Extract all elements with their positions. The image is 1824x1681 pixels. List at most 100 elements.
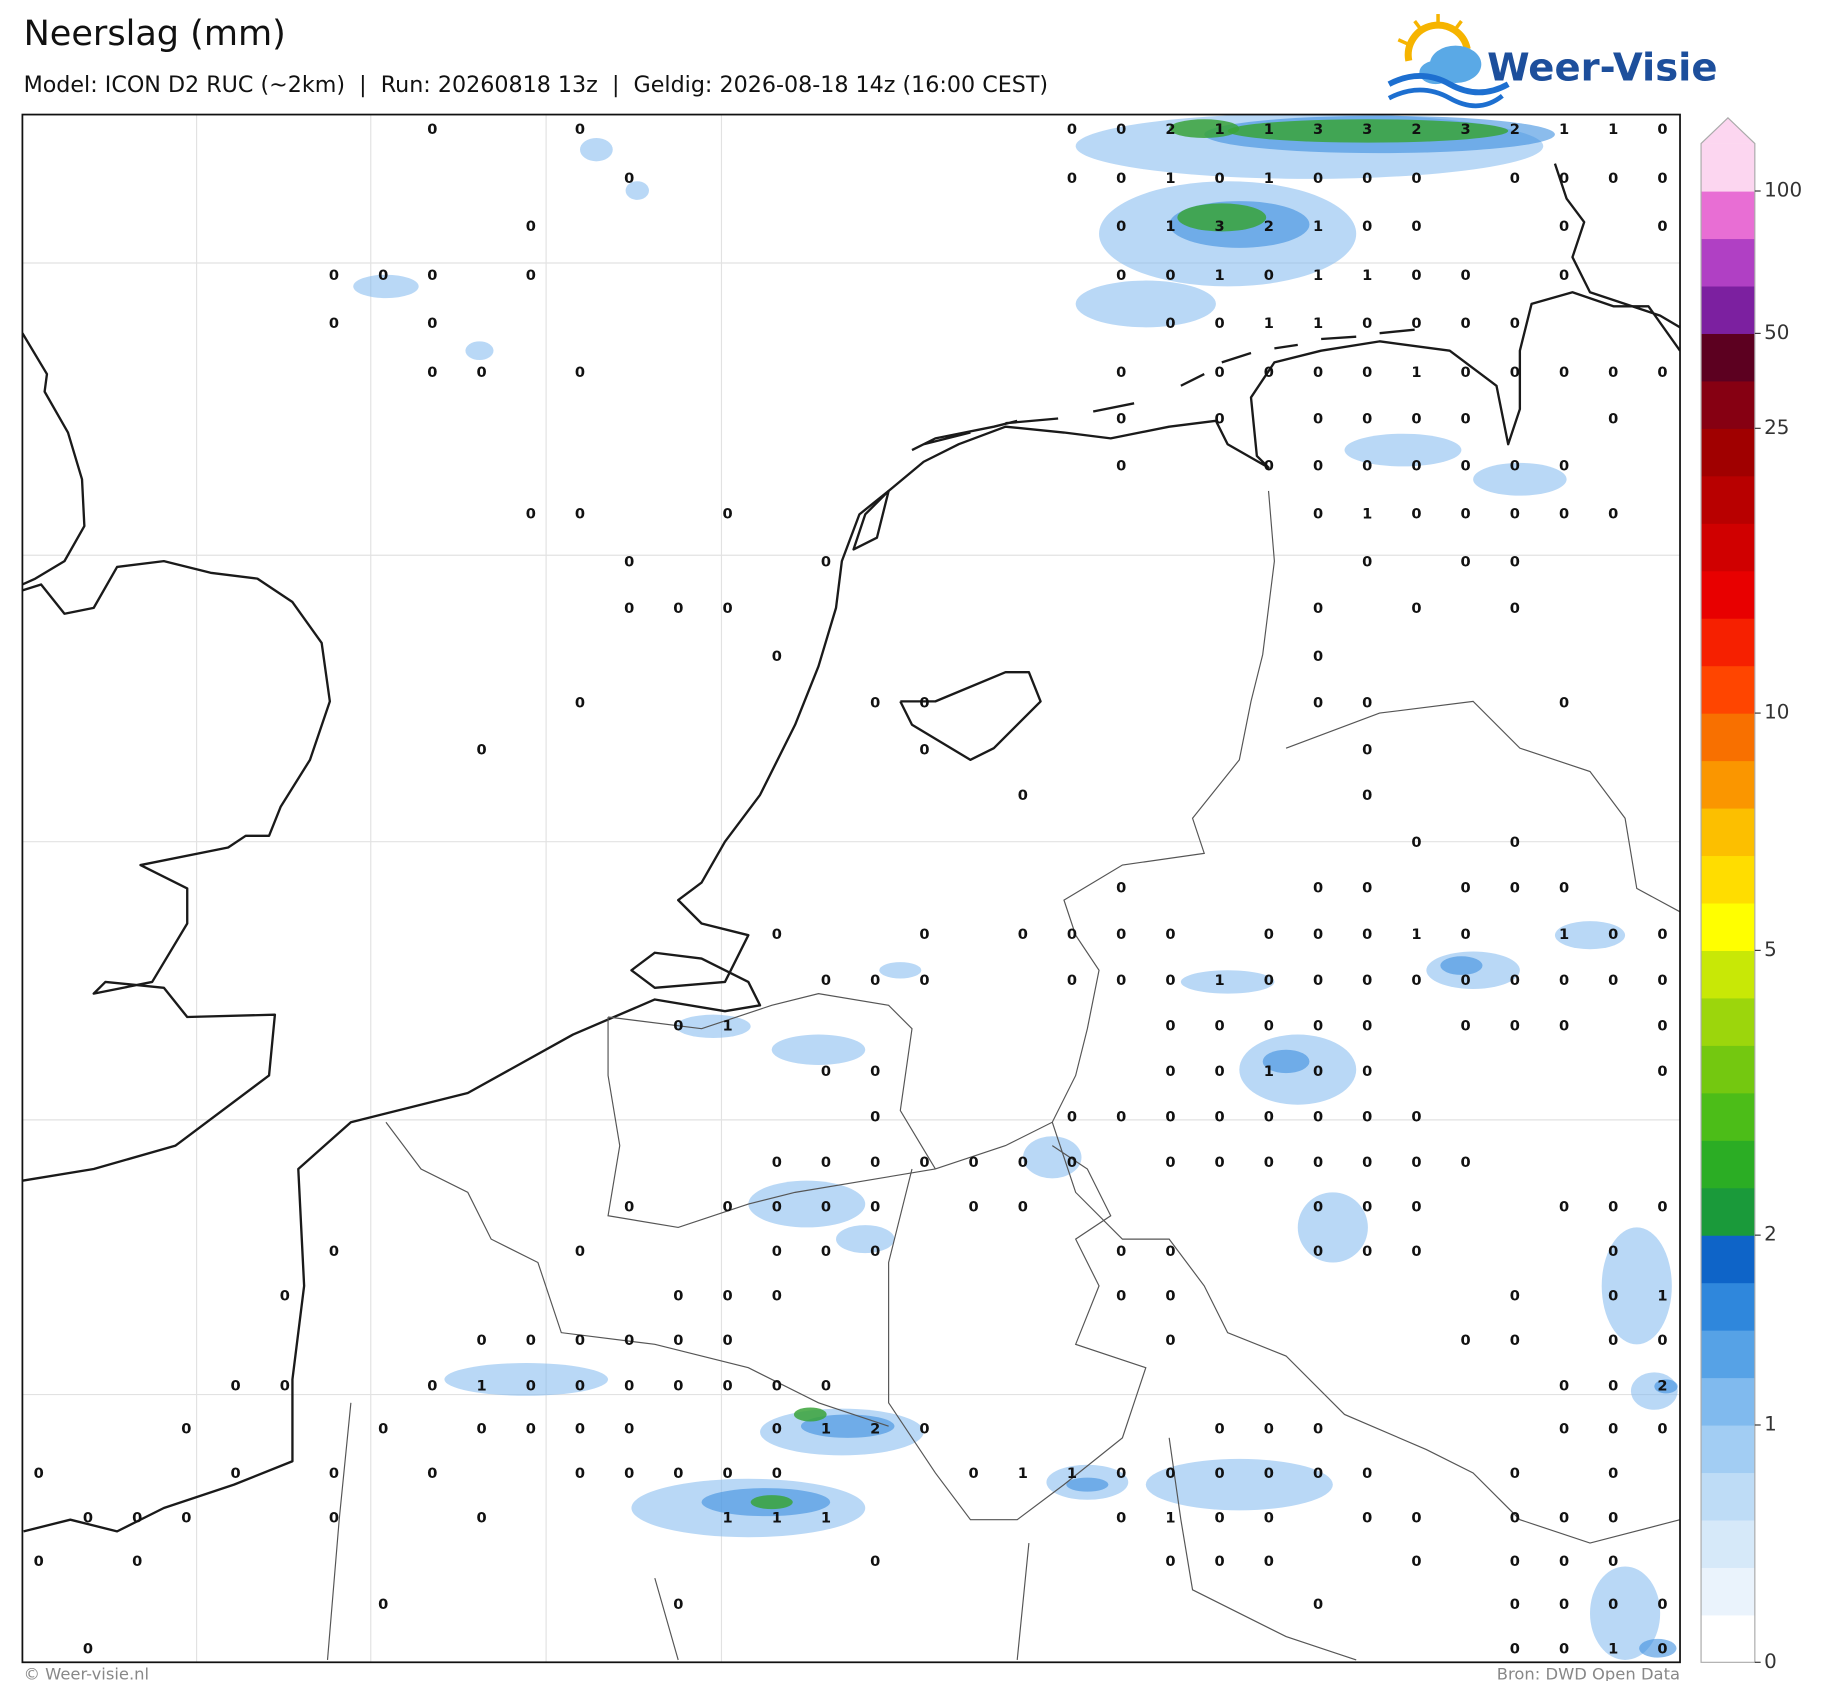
station-value: 0: [723, 1199, 733, 1216]
station-value: 0: [1165, 1109, 1175, 1126]
station-value: 0: [1411, 1109, 1421, 1126]
station-value: 0: [1510, 1596, 1520, 1613]
station-value: 0: [1510, 457, 1520, 474]
station-value: 0: [1362, 1063, 1372, 1080]
colorbar-swatch: [1701, 1187, 1755, 1236]
colorbar-tick-label: 1: [1764, 1412, 1777, 1435]
station-value: 0: [1559, 364, 1569, 381]
station-value: 0: [723, 600, 733, 617]
station-value: 0: [575, 505, 585, 522]
station-value: 0: [575, 1377, 585, 1394]
station-value: 0: [1657, 1640, 1667, 1657]
station-value: 0: [1313, 1465, 1323, 1482]
station-value: 0: [1067, 926, 1077, 943]
colorbar-arrow: [1701, 117, 1755, 144]
colorbar-tick-label: 50: [1764, 321, 1789, 344]
station-value: 0: [624, 553, 634, 570]
station-value: 0: [1559, 1510, 1569, 1527]
station-value: 0: [1510, 1553, 1520, 1570]
station-value: 0: [1461, 411, 1471, 428]
station-value: 0: [1215, 315, 1225, 332]
station-value: 0: [34, 1553, 44, 1570]
station-value: 0: [673, 1377, 683, 1394]
station-value: 0: [1657, 218, 1667, 235]
station-value: 0: [1608, 411, 1618, 428]
station-value: 0: [723, 1332, 733, 1349]
station-value: 0: [1165, 1154, 1175, 1171]
station-value: 0: [673, 1596, 683, 1613]
colorbar-swatch: [1701, 1235, 1755, 1284]
station-value: 0: [772, 1421, 782, 1438]
station-value: 0: [1461, 1332, 1471, 1349]
station-value: 0: [1362, 879, 1372, 896]
station-value: 0: [329, 1465, 339, 1482]
station-value: 0: [1411, 1553, 1421, 1570]
station-value: 0: [1411, 1199, 1421, 1216]
station-value: 0: [624, 170, 634, 187]
station-value: 0: [1313, 170, 1323, 187]
station-value: 0: [1461, 972, 1471, 989]
station-value: 0: [772, 1154, 782, 1171]
station-value: 0: [1461, 1154, 1471, 1171]
station-value: 0: [1313, 1421, 1323, 1438]
station-value: 0: [1264, 1421, 1274, 1438]
station-value: 0: [1116, 1287, 1126, 1304]
station-value: 0: [624, 1332, 634, 1349]
station-value: 1: [1559, 926, 1569, 943]
station-value: 0: [132, 1510, 142, 1527]
station-value: 0: [919, 695, 929, 712]
colorbar-swatch: [1701, 143, 1755, 192]
station-value: 0: [1510, 170, 1520, 187]
station-value: 0: [673, 600, 683, 617]
station-value: 0: [1215, 1553, 1225, 1570]
station-value: 0: [1116, 218, 1126, 235]
station-value: 0: [280, 1377, 290, 1394]
colorbar-swatch: [1701, 1614, 1755, 1663]
station-value: 0: [969, 1465, 979, 1482]
colorbar-swatch: [1701, 380, 1755, 429]
station-value: 0: [1264, 267, 1274, 284]
map-frame: [21, 113, 1681, 1664]
station-value: 0: [1559, 1017, 1569, 1034]
station-value: 0: [181, 1510, 191, 1527]
colorbar-tick-label: 0: [1764, 1650, 1777, 1673]
station-value: 0: [1461, 926, 1471, 943]
colorbar-outline: [1700, 117, 1756, 1663]
station-value: 0: [1362, 1154, 1372, 1171]
title: Neerslag (mm): [24, 13, 286, 54]
station-value: 0: [1510, 1465, 1520, 1482]
colorbar-tick-label: 5: [1764, 938, 1777, 961]
colorbar-swatch: [1701, 1092, 1755, 1141]
station-value: 0: [1461, 1017, 1471, 1034]
station-value: 0: [1165, 315, 1175, 332]
station-value: 0: [1215, 1109, 1225, 1126]
station-value: 0: [1313, 457, 1323, 474]
station-value: 0: [1215, 1154, 1225, 1171]
station-value: 0: [624, 1421, 634, 1438]
station-value: 0: [821, 553, 831, 570]
station-value: 0: [919, 926, 929, 943]
colorbar-swatch: [1701, 950, 1755, 999]
station-value: 3: [1313, 121, 1323, 138]
station-value: 0: [1313, 600, 1323, 617]
station-value: 0: [1313, 505, 1323, 522]
station-value: 1: [1657, 1287, 1667, 1304]
station-value: 0: [821, 1154, 831, 1171]
station-value: 0: [1362, 315, 1372, 332]
colorbar-swatch: [1701, 1140, 1755, 1189]
station-value: 0: [1559, 267, 1569, 284]
station-value: 0: [1264, 364, 1274, 381]
station-value: 0: [1559, 505, 1569, 522]
station-value: 0: [575, 1332, 585, 1349]
station-value: 0: [427, 267, 437, 284]
station-value: 0: [1018, 1199, 1028, 1216]
station-value: 0: [1264, 972, 1274, 989]
station-value: 0: [575, 695, 585, 712]
station-value: 0: [1608, 1553, 1618, 1570]
station-value: 0: [1313, 972, 1323, 989]
station-value: 0: [1165, 1465, 1175, 1482]
station-value: 0: [1018, 926, 1028, 943]
station-value: 0: [1657, 170, 1667, 187]
station-value: 0: [1411, 600, 1421, 617]
